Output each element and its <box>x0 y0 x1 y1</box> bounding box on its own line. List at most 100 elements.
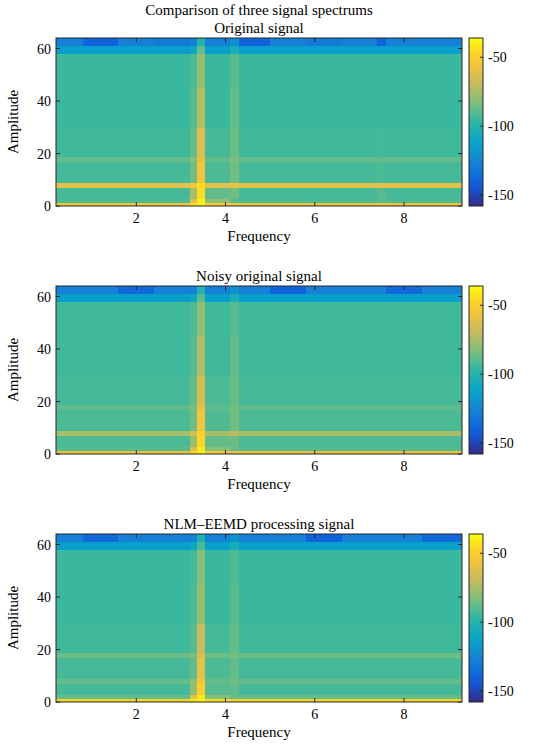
heatmap-cell <box>342 542 378 550</box>
heatmap-cell <box>154 698 190 702</box>
heatmap-cell <box>306 46 342 54</box>
heatmap-cell <box>118 652 154 658</box>
heatmap-cell <box>154 88 190 128</box>
heatmap-cell <box>239 534 271 542</box>
heatmap-cell <box>386 657 422 679</box>
heatmap-cell <box>118 584 154 624</box>
y-tick <box>56 296 60 297</box>
heatmap-cell <box>377 404 386 410</box>
heatmap-cell <box>306 550 342 585</box>
heatmap-cell <box>306 534 342 542</box>
heatmap-cell <box>230 156 239 162</box>
heatmap-cell <box>342 156 378 162</box>
heatmap-cell <box>205 430 230 436</box>
heatmap-cell <box>342 202 378 206</box>
heatmap-cell <box>342 88 378 128</box>
heatmap-cell <box>190 202 197 206</box>
heatmap-cell <box>197 202 206 206</box>
heatmap-cell <box>342 436 378 447</box>
heatmap-cell <box>118 202 154 206</box>
heatmap-cell <box>56 202 83 206</box>
heatmap-cell <box>239 684 271 695</box>
heatmap-cell <box>377 54 386 89</box>
heatmap-cell <box>230 623 239 652</box>
heatmap-cell <box>154 694 190 698</box>
heatmap-cell <box>190 198 197 202</box>
heatmap-cell <box>197 446 206 450</box>
colorbar-tick <box>480 442 483 443</box>
heatmap-cell <box>83 684 119 695</box>
heatmap-cell <box>230 404 239 410</box>
heatmap-cell <box>154 161 190 183</box>
heatmap-cell <box>197 678 206 684</box>
panel: Original signal24680204060FrequencyAmpli… <box>5 20 514 244</box>
heatmap-cell <box>422 156 462 162</box>
y-axis-title: Amplitude <box>5 90 21 155</box>
heatmap-cell <box>239 88 271 128</box>
heatmap-cell <box>386 409 422 431</box>
heatmap-cell <box>197 286 206 294</box>
heatmap-cell <box>239 156 271 162</box>
heatmap-cell <box>154 188 190 199</box>
heatmap-cell <box>118 430 154 436</box>
heatmap-cell <box>270 698 306 702</box>
heatmap-cell <box>386 182 422 188</box>
heatmap-cell <box>306 584 342 624</box>
heatmap-cell <box>56 430 83 436</box>
heatmap-cell <box>377 202 386 206</box>
heatmap-cell <box>270 54 306 89</box>
heatmap-cell <box>239 623 271 652</box>
heatmap-cell <box>386 684 422 695</box>
heatmap-cell <box>205 188 230 199</box>
heatmap-cell <box>377 294 386 302</box>
heatmap-cell <box>239 430 271 436</box>
heatmap-cell <box>386 550 422 585</box>
x-tick <box>136 698 137 702</box>
heatmap-cell <box>118 161 154 183</box>
y-tick-label: 40 <box>37 590 51 605</box>
heatmap-cell <box>83 156 119 162</box>
heatmap-cell <box>205 409 230 431</box>
heatmap-cell <box>56 678 83 684</box>
heatmap-cell <box>83 409 119 431</box>
y-tick-label: 40 <box>37 94 51 109</box>
heatmap-cell <box>239 657 271 679</box>
heatmap-cell <box>386 450 422 454</box>
heatmap-cell <box>154 436 190 447</box>
heatmap-cell <box>342 38 378 46</box>
heatmap-cell <box>386 430 422 436</box>
heatmap-cell <box>154 684 190 695</box>
heatmap-cell <box>270 46 306 54</box>
colorbar-tick-label: -100 <box>488 615 514 630</box>
heatmap-cell <box>190 652 197 658</box>
panel-title: Noisy original signal <box>196 268 322 284</box>
heatmap-cell <box>270 38 306 46</box>
heatmap-cell <box>239 294 271 302</box>
heatmap-cell <box>190 188 197 199</box>
y-tick-label: 20 <box>37 147 51 162</box>
heatmap-cell <box>230 302 239 337</box>
heatmap-cell <box>422 430 462 436</box>
heatmap-cell <box>306 657 342 679</box>
heatmap-cell <box>422 684 462 695</box>
x-axis-title: Frequency <box>227 228 291 244</box>
figure: Comparison of three signal spectrumsOrig… <box>0 0 544 752</box>
heatmap-cell <box>377 156 386 162</box>
heatmap-cell <box>230 202 239 206</box>
heatmap-cell <box>230 684 239 695</box>
heatmap-cell <box>197 156 206 162</box>
y-tick <box>56 401 60 402</box>
heatmap-cell <box>118 286 154 294</box>
heatmap-cell <box>154 336 190 376</box>
heatmap-cell <box>230 450 239 454</box>
heatmap-cell <box>239 286 271 294</box>
heatmap-cell <box>83 698 119 702</box>
y-tick-label: 60 <box>37 290 51 305</box>
heatmap-cell <box>83 294 119 302</box>
heatmap-cell <box>306 375 342 404</box>
heatmap-cell <box>197 550 206 585</box>
heatmap-cell <box>197 182 206 188</box>
heatmap-cell <box>56 46 83 54</box>
x-axis-title: Frequency <box>227 476 291 492</box>
colorbar-tick-label: -50 <box>488 298 507 313</box>
